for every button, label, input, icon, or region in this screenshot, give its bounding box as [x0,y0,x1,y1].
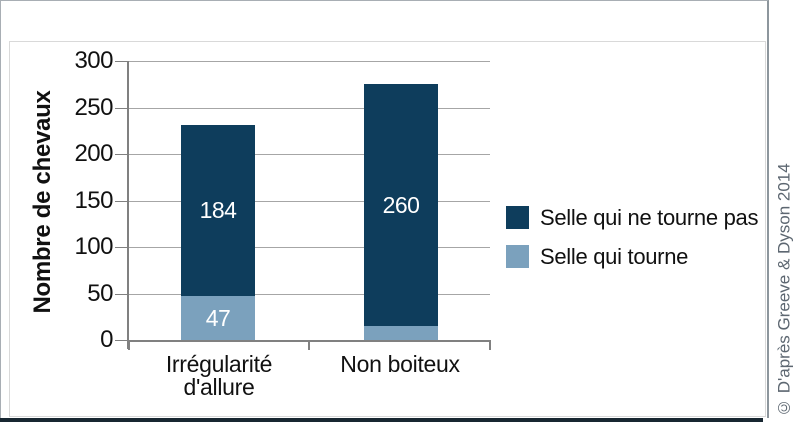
gridline [129,247,490,248]
y-axis-tick [115,154,128,155]
gridline [129,154,490,155]
bar-segment [181,125,255,296]
y-axis-line [127,61,129,349]
credit-text: © D'après Greeve & Dyson 2014 [774,163,794,417]
chart-inner-panel [9,41,766,417]
legend: Selle qui ne tourne pas Selle qui tourne [506,206,758,284]
bar-segment [364,84,438,326]
bar-value-label: 260 [382,192,420,218]
x-axis-tick [128,341,130,350]
bar-segment [364,326,438,340]
category-label-text: Irrégularité d'allure [165,351,273,400]
x-axis-tick [489,341,491,350]
y-axis-tick [115,294,128,295]
bar-value-label: 184 [199,197,237,223]
legend-swatch-light-icon [506,245,529,268]
y-axis-tick [115,201,128,202]
bottom-band [0,418,763,422]
y-tick-label: 0 [100,326,113,353]
legend-swatch-dark-icon [506,206,529,229]
y-tick-label: 250 [74,94,113,121]
gridline [129,294,490,295]
y-axis-tick [115,247,128,248]
gridline [129,61,490,62]
y-axis-tick [115,108,128,109]
chart-region: Nombre de chevaux 300 250 200 150 100 50 0 47 1… [0,0,769,418]
category-label-non-boiteux: Non boiteux [309,353,491,376]
y-axis-tick [115,340,128,341]
category-label-text: Non boiteux [340,351,460,377]
bar-segment [181,296,255,340]
y-axis-tick [115,61,128,62]
gridline [129,201,490,202]
legend-label: Selle qui tourne [540,243,689,269]
y-tick-label: 150 [74,187,113,214]
y-tick-label: 50 [87,280,113,307]
y-tick-label: 300 [74,47,113,74]
y-tick-label: 100 [74,233,113,260]
gridline [129,108,490,109]
y-tick-label: 200 [74,140,113,167]
legend-item-ne-tourne-pas: Selle qui ne tourne pas [506,206,758,229]
x-axis-tick [308,341,310,350]
category-label-irregularite: Irrégularité d'allure [128,353,310,399]
bar-value-label: 47 [205,305,231,331]
legend-label: Selle qui ne tourne pas [540,204,759,230]
legend-item-tourne: Selle qui tourne [506,245,758,268]
